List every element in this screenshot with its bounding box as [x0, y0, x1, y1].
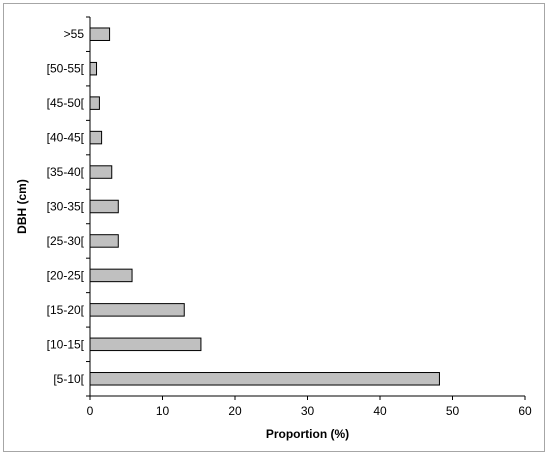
bar [89, 96, 100, 110]
y-tick-label: [45-50[ [47, 96, 85, 110]
y-axis-title: DBH (cm) [15, 179, 29, 234]
bar [89, 268, 133, 283]
bar [89, 199, 119, 214]
y-tick-label: [30-35[ [47, 200, 85, 214]
bars-group [89, 27, 440, 386]
x-axis-title: Proportion (%) [266, 427, 349, 441]
bar [89, 27, 111, 41]
bar [89, 165, 113, 179]
x-tick-label: 20 [228, 404, 242, 418]
x-tick-label: 50 [446, 404, 460, 418]
y-tick-label: >55 [64, 27, 85, 41]
x-ticks-group: 0 10 20 30 40 50 60 [87, 396, 532, 418]
bar [89, 372, 440, 386]
bar [89, 61, 98, 76]
y-tick-label: [15-20[ [47, 303, 85, 317]
y-tick-label: [20-25[ [47, 268, 85, 282]
y-tick-label: [5-10[ [53, 372, 84, 386]
bar [89, 337, 202, 352]
bar [89, 303, 185, 317]
y-tick-label: [10-15[ [47, 337, 85, 351]
bar [89, 130, 103, 145]
y-tick-label: [25-30[ [47, 234, 85, 248]
y-tick-label: [40-45[ [47, 131, 85, 145]
y-tick-label: [35-40[ [47, 165, 85, 179]
x-tick-label: 40 [373, 404, 387, 418]
bar [89, 234, 119, 248]
x-tick-label: 10 [156, 404, 170, 418]
y-tick-label: [50-55[ [47, 62, 85, 76]
y-ticks-group: [5-10[ [10-15[ [15-20[ [20-25[ [25-30[ [30-35… [47, 16, 90, 397]
x-tick-label: 30 [301, 404, 315, 418]
x-tick-label: 0 [87, 404, 94, 418]
x-tick-label: 60 [518, 404, 532, 418]
